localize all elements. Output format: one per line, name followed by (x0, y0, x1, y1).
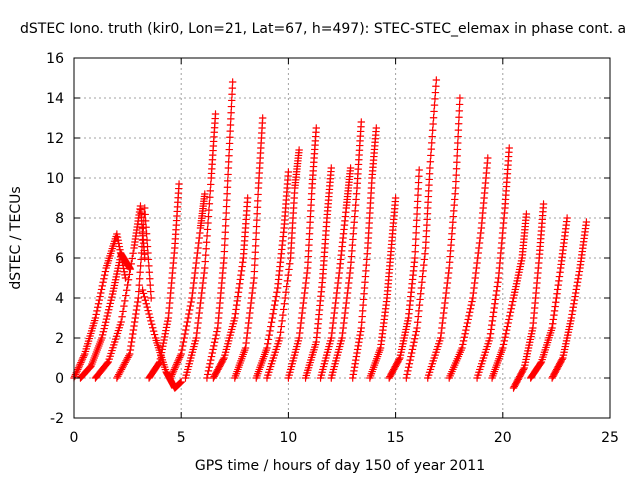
plus-markers (327, 118, 366, 382)
plus-markers (284, 124, 321, 382)
data-series (138, 286, 185, 392)
plot-frame (73, 57, 611, 419)
data-series (145, 180, 183, 382)
y-tick-label: 14 (46, 91, 64, 107)
plus-markers (385, 166, 423, 382)
x-axis-label: GPS time / hours of day 150 of year 2011 (195, 458, 485, 474)
plus-markers (263, 146, 303, 382)
x-tick-label: 10 (279, 430, 297, 446)
data-series (231, 114, 267, 382)
data-series (385, 166, 423, 382)
y-axis-label: dSTEC / TECUs (8, 186, 24, 289)
x-tick-label: 15 (387, 430, 405, 446)
data-series (548, 218, 591, 382)
y-tick-label: 2 (55, 331, 64, 347)
series-group (70, 76, 591, 392)
data-series (70, 230, 130, 382)
y-tick-label: 16 (46, 51, 64, 67)
plus-markers (366, 194, 400, 382)
data-series (366, 194, 400, 382)
data-series (316, 164, 355, 382)
y-tick-label: 4 (55, 291, 64, 307)
plus-markers (203, 78, 237, 382)
y-tick-label: 10 (46, 171, 64, 187)
x-tick-label: 20 (494, 430, 512, 446)
chart-title: dSTEC Iono. truth (kir0, Lon=21, Lat=67,… (20, 21, 626, 37)
plus-markers (488, 210, 531, 382)
data-series (473, 144, 514, 382)
x-tick-label: 0 (70, 430, 79, 446)
data-series (203, 78, 237, 382)
data-series (166, 190, 209, 382)
plus-markers (76, 250, 134, 382)
data-series (252, 168, 293, 382)
data-series (209, 194, 252, 382)
plus-markers (181, 110, 220, 382)
plus-markers (209, 194, 252, 382)
x-tick-label: 5 (177, 430, 186, 446)
y-tick-label: 12 (46, 131, 64, 147)
plus-markers (348, 124, 381, 382)
plus-markers (70, 230, 130, 382)
data-series (526, 214, 571, 382)
plus-markers (445, 154, 492, 382)
data-series (327, 118, 366, 382)
data-series (509, 200, 548, 392)
plus-markers (402, 76, 441, 382)
tick-labels: 0 5 10 15 20 25 -2 0 2 4 6 8 10 12 14 16 (46, 51, 619, 446)
plus-markers (548, 218, 591, 382)
y-tick-label: 6 (55, 251, 64, 267)
data-series (488, 210, 531, 382)
data-series (181, 110, 220, 382)
plus-markers (231, 114, 267, 382)
data-series (113, 204, 155, 382)
y-tick-label: 0 (55, 371, 64, 387)
data-series (284, 124, 321, 382)
data-series (348, 124, 381, 382)
plus-markers (473, 144, 514, 382)
data-series (445, 154, 492, 382)
plus-markers (252, 168, 293, 382)
plus-markers (113, 204, 155, 382)
data-series (263, 146, 303, 382)
data-series (402, 76, 441, 382)
data-series (423, 94, 464, 382)
plus-markers (301, 164, 336, 382)
plus-markers (166, 190, 209, 382)
x-tick-label: 25 (601, 430, 619, 446)
plus-markers (423, 94, 464, 382)
plus-markers (316, 164, 355, 382)
plus-markers (509, 200, 548, 392)
y-tick-label: 8 (55, 211, 64, 227)
plus-markers (526, 214, 571, 382)
data-series (76, 250, 134, 382)
plus-markers (145, 180, 183, 382)
plus-markers (138, 286, 185, 392)
y-tick-label: -2 (50, 411, 64, 427)
data-series (301, 164, 336, 382)
